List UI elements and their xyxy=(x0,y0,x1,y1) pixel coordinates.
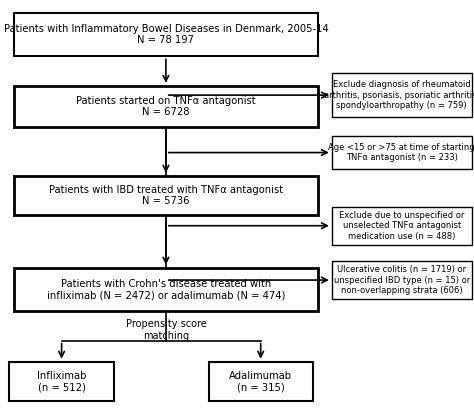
Text: Exclude diagnosis of rheumatoid
arthritis, psoriasis, psoriatic arthritis,
spond: Exclude diagnosis of rheumatoid arthriti… xyxy=(324,80,474,110)
FancyBboxPatch shape xyxy=(9,362,114,401)
Text: Patients with IBD treated with TNFα antagonist
N = 5736: Patients with IBD treated with TNFα anta… xyxy=(49,185,283,206)
FancyBboxPatch shape xyxy=(332,136,472,169)
FancyBboxPatch shape xyxy=(332,207,472,245)
FancyBboxPatch shape xyxy=(14,268,318,311)
Text: Patients started on TNFα antagonist
N = 6728: Patients started on TNFα antagonist N = … xyxy=(76,96,255,117)
FancyBboxPatch shape xyxy=(14,86,318,127)
Text: Adalimumab
(n = 315): Adalimumab (n = 315) xyxy=(229,371,292,392)
Text: Age <15 or >75 at time of starting
TNFα antagonist (n = 233): Age <15 or >75 at time of starting TNFα … xyxy=(328,143,474,162)
FancyBboxPatch shape xyxy=(14,13,318,56)
FancyBboxPatch shape xyxy=(209,362,313,401)
Text: Exclude due to unspecified or
unselected TNFα antagonist
medication use (n = 488: Exclude due to unspecified or unselected… xyxy=(339,211,465,241)
Text: Patients with Crohn's disease treated with
infliximab (N = 2472) or adalimumab (: Patients with Crohn's disease treated wi… xyxy=(47,279,285,300)
Text: Propensity score
matching: Propensity score matching xyxy=(126,319,206,341)
FancyBboxPatch shape xyxy=(14,176,318,215)
Text: Infliximab
(n = 512): Infliximab (n = 512) xyxy=(37,371,86,392)
FancyBboxPatch shape xyxy=(332,73,472,117)
Text: Ulcerative colitis (n = 1719) or
unspecified IBD type (n = 15) or
non-overlappin: Ulcerative colitis (n = 1719) or unspeci… xyxy=(334,265,470,295)
FancyBboxPatch shape xyxy=(332,261,472,299)
Text: Patients with Inflammatory Bowel Diseases in Denmark, 2005-14
N = 78 197: Patients with Inflammatory Bowel Disease… xyxy=(3,24,328,45)
